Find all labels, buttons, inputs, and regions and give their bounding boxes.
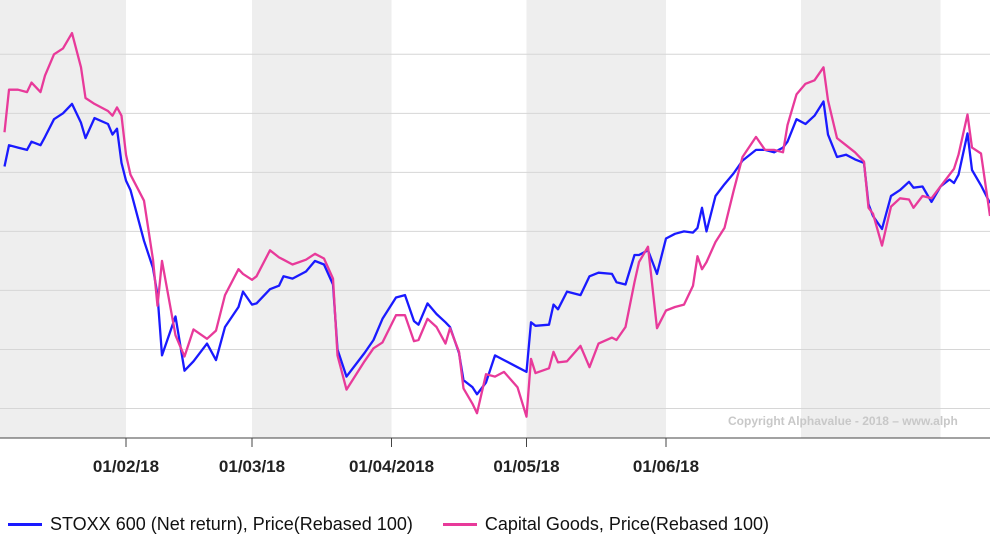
chart-background-bands [0,0,990,438]
month-band [252,0,392,438]
x-tick-label: 01/03/18 [219,457,285,476]
legend-swatch-stoxx [8,522,42,526]
month-band [126,0,252,438]
legend-item-capital-goods: Capital Goods, Price(Rebased 100) [442,513,769,535]
x-tick-label: 01/02/18 [93,457,159,476]
chart-legend: STOXX 600 (Net return), Price(Rebased 10… [8,510,799,538]
series-lines [3,31,990,418]
x-axis-ticks [125,438,667,447]
x-axis-tick-labels: 01/02/18 01/03/18 01/04/2018 01/05/18 01/06/… [93,457,699,476]
series-line-capital-goods [3,31,990,418]
x-tick-label: 01/06/18 [633,457,699,476]
chart: 01/02/18 01/03/18 01/04/2018 01/05/18 01/06/… [0,0,990,476]
month-band [666,0,801,438]
legend-label-stoxx: STOXX 600 (Net return), Price(Rebased 10… [50,513,413,534]
legend-item-stoxx: STOXX 600 (Net return), Price(Rebased 10… [8,514,413,535]
month-band [391,0,527,438]
month-band [940,0,990,438]
copyright-annotation: Copyright Alphavalue - 2018 – www.alph [728,414,958,428]
x-tick-label: 01/04/2018 [349,457,434,476]
month-band [801,0,941,438]
month-band [526,0,666,438]
legend-label-capital-goods: Capital Goods, Price(Rebased 100) [484,513,769,534]
x-tick-label: 01/05/18 [493,457,559,476]
month-band [0,0,126,438]
legend-swatch-capital-goods [442,522,477,526]
